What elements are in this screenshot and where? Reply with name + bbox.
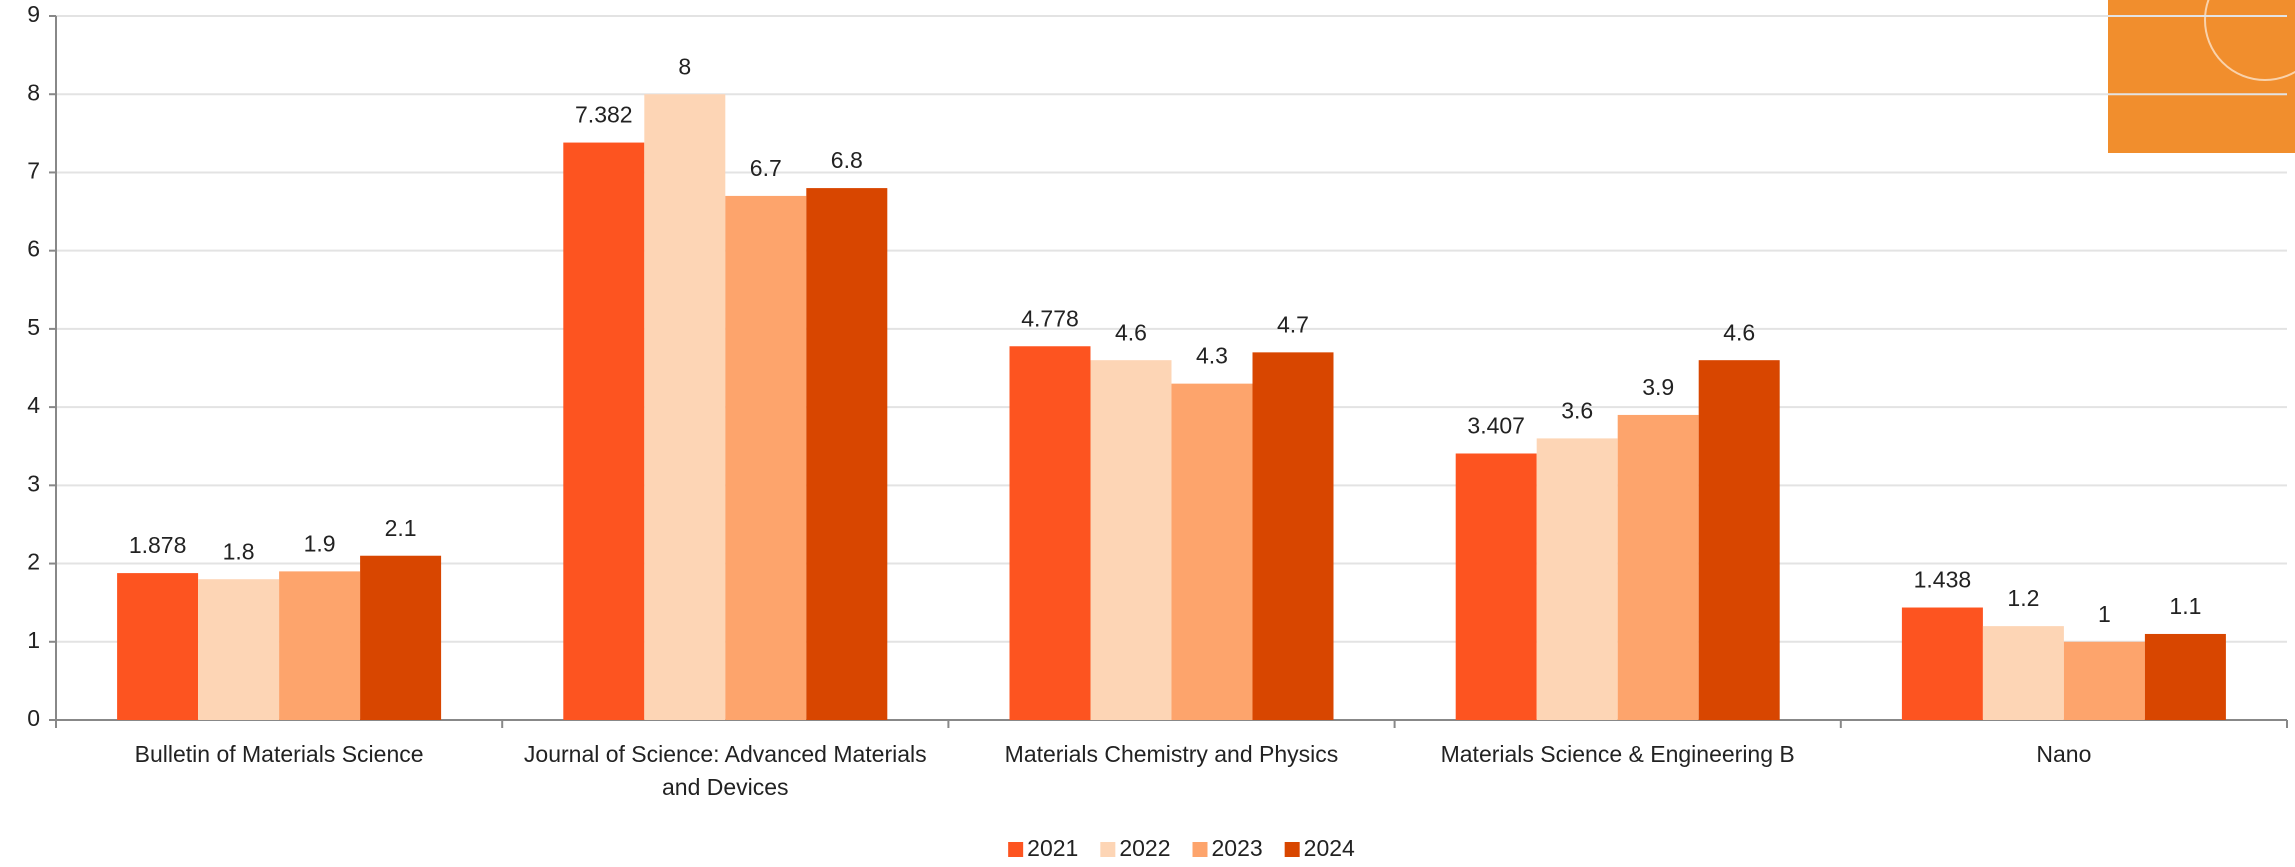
- value-label: 3.6: [1561, 397, 1593, 423]
- value-label: 4.6: [1723, 319, 1755, 345]
- y-tick-label: 2: [27, 549, 40, 575]
- value-label: 3.9: [1642, 374, 1674, 400]
- legend-swatch: [1008, 842, 1024, 857]
- x-tick-label: Journal of Science: Advanced Materials a…: [523, 741, 927, 800]
- bar: [806, 188, 888, 721]
- legend-swatch: [1284, 842, 1300, 857]
- x-tick-label: Nano: [2036, 741, 2092, 767]
- bar: [1009, 346, 1091, 720]
- value-label: 1.878: [129, 532, 187, 558]
- value-label: 6.7: [750, 155, 782, 181]
- bar: [279, 571, 361, 720]
- legend-label: 2022: [1119, 835, 1170, 861]
- bar: [1901, 607, 1983, 720]
- value-label: 1.1: [2169, 593, 2201, 619]
- value-label: 8: [678, 53, 691, 79]
- y-tick-label: 3: [27, 470, 40, 496]
- bar: [1982, 626, 2064, 720]
- legend-label: 2024: [1304, 835, 1355, 861]
- value-label: 3.407: [1467, 413, 1525, 439]
- x-tick-label-box: Nano: [2036, 741, 2092, 767]
- bar: [563, 142, 645, 721]
- bar: [360, 555, 442, 720]
- value-label: 1.9: [304, 530, 336, 556]
- bar: [1090, 360, 1172, 720]
- y-tick-label: 7: [27, 158, 40, 184]
- y-tick-label: 5: [27, 314, 40, 340]
- value-label: 4.6: [1115, 319, 1147, 345]
- bar: [644, 94, 726, 720]
- value-label: 2.1: [385, 515, 417, 541]
- bar: [117, 573, 199, 720]
- value-label: 4.3: [1196, 343, 1228, 369]
- legend-label: 2021: [1027, 835, 1078, 861]
- value-label: 1.8: [223, 538, 255, 564]
- bar: [1252, 352, 1334, 720]
- y-tick-label: 1: [27, 627, 40, 653]
- x-tick-label-box: Materials Chemistry and Physics: [1004, 741, 1339, 767]
- bar: [1617, 414, 1699, 720]
- bar: [2063, 641, 2145, 720]
- value-label: 6.8: [831, 147, 863, 173]
- legend: 2021 2022 2023 2024: [1008, 835, 1355, 861]
- x-tick-label-box: Materials Science & Engineering B: [1440, 741, 1795, 767]
- value-label: 1: [2098, 601, 2111, 627]
- legend-swatch: [1100, 842, 1116, 857]
- legend-swatch: [1192, 842, 1208, 857]
- bar: [198, 579, 280, 720]
- cover-thumbnail: [2108, 0, 2295, 153]
- value-label: 1.438: [1914, 567, 1972, 593]
- value-label: 4.778: [1021, 305, 1079, 331]
- value-label: 1.2: [2007, 585, 2039, 611]
- bar: [1536, 438, 1618, 720]
- bar: [1698, 360, 1780, 720]
- y-tick-label: 6: [27, 236, 40, 262]
- x-tick-label: Bulletin of Materials Science: [134, 741, 424, 767]
- x-tick-label-box: Bulletin of Materials Science: [134, 741, 424, 767]
- x-tick-label: Materials Chemistry and Physics: [1004, 741, 1339, 767]
- y-tick-label: 0: [27, 705, 40, 731]
- legend-label: 2023: [1212, 835, 1263, 861]
- value-label: 7.382: [575, 102, 633, 128]
- y-tick-label: 9: [27, 1, 40, 27]
- bar: [1171, 383, 1253, 720]
- bar: [725, 195, 807, 720]
- value-label: 4.7: [1277, 311, 1309, 337]
- y-tick-label: 8: [27, 79, 40, 105]
- x-tick-label: Materials Science & Engineering B: [1440, 741, 1795, 767]
- x-tick-label-box: Journal of Science: Advanced Materials a…: [523, 741, 927, 800]
- bar: [1455, 453, 1537, 720]
- y-tick-label: 4: [27, 392, 40, 418]
- bar: [2144, 633, 2226, 720]
